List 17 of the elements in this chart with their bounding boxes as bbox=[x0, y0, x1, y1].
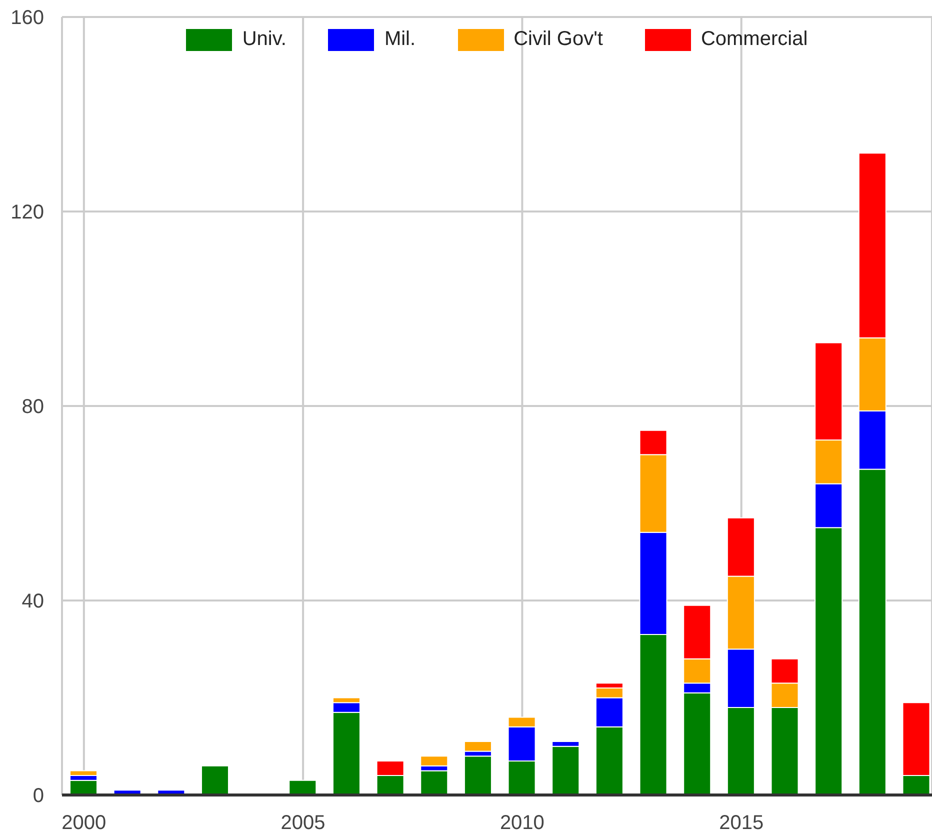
bar bbox=[288, 780, 317, 795]
x-tick-label: 2015 bbox=[719, 812, 764, 834]
y-tick-label: 0 bbox=[32, 785, 44, 808]
y-tick-label: 40 bbox=[22, 590, 44, 613]
x-tick-label: 2010 bbox=[500, 812, 544, 834]
bar bbox=[464, 756, 492, 795]
x-tick-label: 2005 bbox=[280, 812, 326, 834]
legend-label: Civil Gov't bbox=[514, 28, 603, 51]
bar bbox=[200, 765, 229, 795]
legend-label: Univ. bbox=[242, 28, 286, 51]
x-tick-label: 2000 bbox=[62, 812, 106, 834]
y-tick-label: 160 bbox=[10, 7, 44, 30]
bar bbox=[420, 770, 448, 795]
y-tick-label: 80 bbox=[22, 396, 44, 418]
y-tick-label: 120 bbox=[10, 202, 44, 224]
legend-label: Commercial bbox=[700, 28, 808, 51]
legend-label: Mil. bbox=[384, 28, 416, 51]
